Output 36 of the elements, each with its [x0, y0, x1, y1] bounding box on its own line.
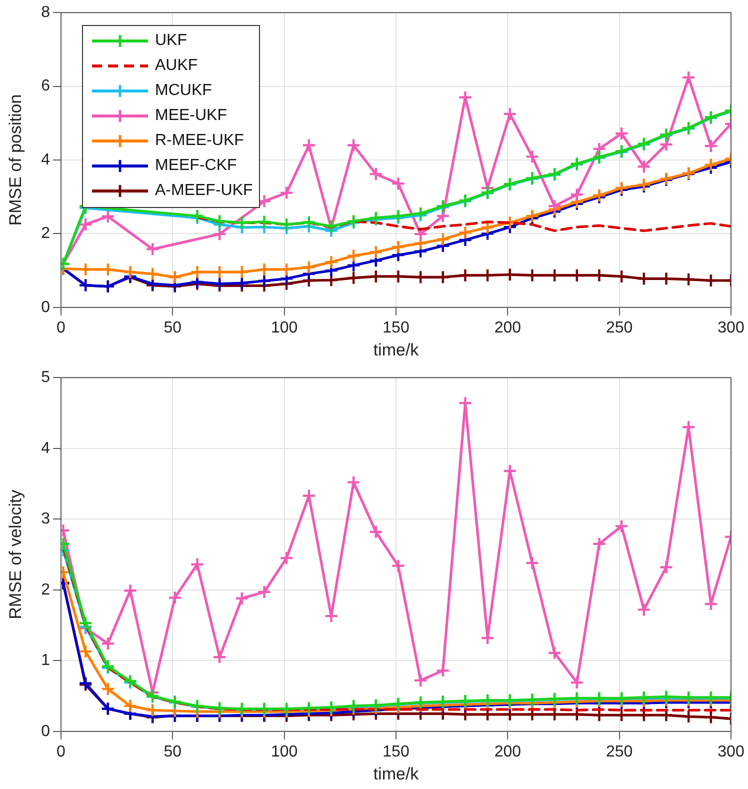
x-tick-label: 150	[382, 743, 410, 760]
legend-label: MEEF-CKF	[155, 157, 237, 176]
x-tick-label: 0	[56, 319, 66, 336]
x-tick-label: 50	[164, 743, 182, 760]
y-tick-label: 5	[41, 369, 50, 386]
x-tick-label: 0	[56, 743, 66, 760]
x-axis-title: time/k	[373, 340, 420, 360]
y-tick-label: 1	[41, 652, 50, 670]
x-tick-label: 50	[164, 319, 182, 336]
x-tick-label: 200	[494, 319, 522, 336]
x-tick-label: 200	[494, 743, 522, 760]
legend-label: AUKF	[155, 57, 198, 76]
x-tick-label: 100	[270, 319, 298, 336]
legend-label: UKF	[155, 32, 187, 50]
legend-label: MCUKF	[155, 82, 212, 100]
y-tick-label: 0	[41, 722, 50, 740]
legend-label: R-MEE-UKF	[155, 132, 244, 150]
y-tick-label: 3	[41, 510, 50, 528]
y-axis-title: RMSE of velocity	[6, 489, 25, 620]
y-tick-label: 2	[41, 225, 50, 242]
y-tick-label: 2	[41, 581, 50, 598]
legend-label: A-MEEF-UKF	[155, 182, 253, 200]
y-tick-label: 8	[41, 4, 50, 22]
x-tick-label: 300	[718, 743, 744, 760]
y-tick-label: 0	[41, 298, 50, 316]
y-axis-title: RMSE of position	[6, 94, 25, 226]
x-tick-label: 250	[606, 319, 633, 336]
x-tick-label: 100	[270, 743, 298, 760]
y-tick-label: 4	[41, 151, 50, 168]
y-tick-label: 4	[41, 440, 50, 457]
x-tick-label: 250	[606, 743, 633, 760]
x-axis-title: time/k	[373, 764, 420, 784]
y-tick-label: 6	[41, 78, 50, 95]
legend-label: MEE-UKF	[155, 107, 227, 126]
x-tick-label: 300	[718, 319, 744, 336]
x-tick-label: 150	[382, 319, 410, 336]
